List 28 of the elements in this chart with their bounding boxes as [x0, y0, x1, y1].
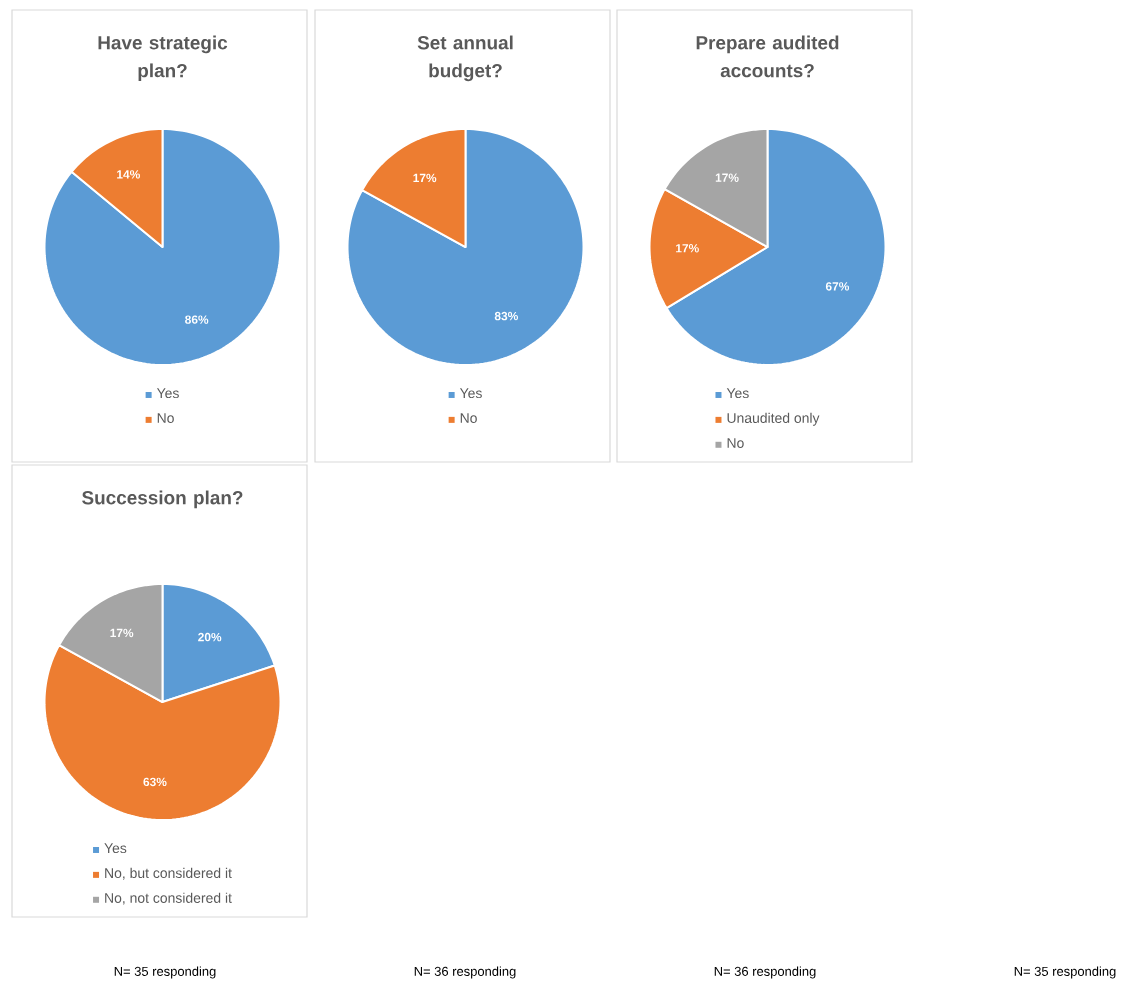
legend-label: Yes — [156, 388, 179, 399]
legend-label: Unaudited only — [727, 412, 820, 426]
text: N= 35 responding — [1014, 966, 1116, 979]
data-label: 63% — [143, 777, 167, 787]
chart-title: Have strategic plan? — [98, 35, 228, 82]
legend-label: Yes — [104, 843, 127, 854]
data-label: 20% — [198, 632, 222, 642]
legend-label: No — [460, 413, 477, 424]
data-label: 83% — [494, 311, 518, 321]
legend-label: No — [157, 413, 174, 424]
text: N= 36 responding — [714, 966, 816, 979]
legend-label: Yes — [459, 388, 482, 399]
chart-title: Succession plan? — [82, 490, 243, 509]
legend-label: No, not considered it — [105, 892, 232, 905]
text: N= 35 responding — [114, 966, 216, 979]
chart-title: Prepare audited accounts? — [696, 35, 839, 78]
data-label: 67% — [825, 282, 850, 291]
data-label: 14% — [117, 170, 140, 179]
legend-label: No, but considered it — [105, 867, 232, 880]
data-label: 17% — [110, 628, 134, 638]
text: N= 36 responding — [414, 966, 516, 979]
data-label: 17% — [715, 173, 739, 182]
legend-label: No — [727, 438, 744, 448]
chart-title: Set annual budget? — [417, 35, 513, 82]
legend-label: Yes — [726, 388, 749, 399]
data-label: 86% — [185, 315, 209, 324]
data-label: 17% — [413, 173, 437, 183]
data-label: 17% — [676, 244, 699, 253]
